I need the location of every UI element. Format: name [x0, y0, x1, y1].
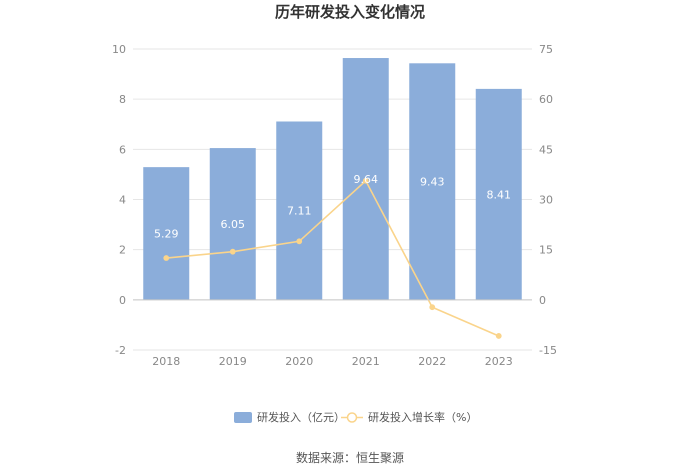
x-tick-label: 2022: [418, 355, 446, 368]
grid-lines: [133, 48, 532, 351]
y-right-tick-label: 60: [539, 93, 553, 106]
bar-value-label: 5.29: [154, 227, 179, 240]
bar-value-label: 8.41: [487, 188, 512, 201]
bar: [475, 88, 522, 300]
x-tick-label: 2023: [485, 355, 513, 368]
y-right-tick-label: 30: [539, 194, 553, 207]
x-tick-label: 2021: [352, 355, 380, 368]
legend[interactable]: 研发投入（亿元） 研发投入增长率（%）: [234, 410, 477, 424]
line-series: [163, 177, 502, 339]
y-right-tick-label: 15: [539, 244, 553, 257]
y-right-tick-label: 75: [539, 43, 553, 56]
y-axis-left: 10 8 6 4 2 0 -2: [112, 43, 126, 357]
y-left-tick-label: -2: [115, 344, 126, 357]
y-right-tick-label: -15: [539, 344, 557, 357]
y-right-tick-label: 0: [539, 294, 546, 307]
growth-rate-point: [229, 248, 236, 255]
y-left-tick-label: 6: [119, 143, 126, 156]
bar: [143, 167, 190, 300]
y-axis-right: 75 60 45 30 15 0 -15: [539, 43, 557, 357]
bar-value-label: 7.11: [287, 205, 312, 218]
y-left-tick-label: 2: [119, 244, 126, 257]
legend-line-label[interactable]: 研发投入增长率（%）: [368, 410, 477, 424]
bar-series: [143, 58, 522, 300]
bar: [409, 63, 456, 300]
legend-line-marker[interactable]: [346, 412, 358, 423]
y-left-tick-label: 8: [119, 93, 126, 106]
growth-rate-line: [166, 179, 500, 337]
y-left-tick-label: 10: [112, 43, 126, 56]
chart-title: 历年研发投入变化情况: [275, 3, 425, 21]
data-source: 数据来源：恒生聚源: [296, 450, 404, 465]
bar-value-label: 6.05: [221, 218, 246, 231]
bar-value-label: 9.64: [354, 173, 379, 186]
growth-rate-point: [362, 177, 369, 184]
bar: [209, 148, 256, 300]
growth-rate-point: [163, 255, 170, 261]
legend-bar-label[interactable]: 研发投入（亿元）: [257, 410, 345, 424]
growth-rate-point: [296, 238, 303, 245]
y-left-tick-label: 0: [119, 294, 126, 307]
y-left-tick-label: 4: [119, 194, 126, 207]
growth-rate-point: [429, 304, 436, 311]
x-tick-label: 2018: [152, 355, 180, 368]
x-axis: 2018 2019 2020 2021 2022 2023: [133, 299, 532, 368]
legend-bar-swatch[interactable]: [234, 412, 252, 423]
y-right-tick-label: 45: [539, 143, 553, 156]
bar-data-labels: 5.29 6.05 7.11 9.64 9.43 8.41: [154, 173, 511, 241]
bar: [276, 121, 323, 300]
x-tick-label: 2019: [219, 355, 247, 368]
bar-value-label: 9.43: [420, 176, 445, 189]
x-tick-label: 2020: [285, 355, 313, 368]
growth-rate-point: [495, 333, 502, 339]
